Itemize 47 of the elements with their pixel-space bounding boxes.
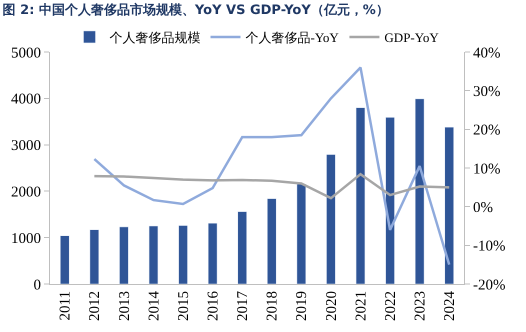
bar	[385, 117, 395, 284]
bar	[90, 229, 100, 284]
y-tick-label: 2000	[11, 184, 41, 200]
bar	[178, 225, 188, 284]
y-tick-label: 4000	[11, 92, 41, 108]
bar	[444, 126, 454, 284]
bar	[119, 226, 129, 284]
x-tick-label: 2017	[235, 290, 252, 321]
bar	[267, 198, 276, 284]
y2-tick-label: -10%	[473, 238, 506, 255]
bar	[296, 184, 306, 284]
x-tick-label: 2018	[264, 291, 281, 321]
y-tick-label: 5000	[11, 45, 41, 62]
line-series	[93, 66, 450, 266]
bar	[356, 107, 366, 284]
x-tick-label: 2019	[294, 291, 310, 321]
y2-tick-label: 20%	[473, 122, 500, 139]
y-tick-label: 3000	[11, 138, 41, 154]
x-tick-label: 2011	[58, 291, 74, 320]
bar	[60, 235, 70, 284]
chart-title: 图 2: 中国个人奢侈品市场规模、YoY VS GDP-YoY（亿元，%）	[2, 2, 389, 18]
x-tick-label: 2024	[442, 290, 458, 321]
y2-tick-label: 40%	[473, 45, 500, 62]
x-tick-label: 2023	[412, 291, 429, 321]
line-series	[93, 172, 450, 200]
bar	[208, 222, 218, 284]
bar	[414, 98, 424, 284]
x-tick-label: 2015	[176, 291, 192, 321]
x-tick-label: 2021	[353, 291, 370, 321]
bar	[326, 154, 336, 284]
y2-tick-label: -20%	[473, 277, 506, 294]
legend-label: GDP-YoY	[384, 30, 440, 46]
x-tick-label: 2012	[87, 291, 104, 321]
x-tick-label: 2013	[116, 291, 133, 321]
y2-tick-label: 30%	[473, 84, 500, 100]
bar	[238, 211, 247, 284]
bar	[148, 226, 158, 284]
y-tick-label: 0	[34, 277, 41, 294]
x-tick-label: 2016	[206, 290, 222, 321]
x-tick-label: 2020	[324, 291, 340, 321]
x-tick-label: 2022	[382, 291, 399, 321]
legend-label: 个人奢侈品-YoY	[246, 30, 340, 46]
legend-label: 个人奢侈品规模	[110, 30, 200, 46]
y-tick-label: 1000	[11, 230, 41, 247]
x-tick-label: 2014	[146, 290, 162, 321]
y2-tick-label: 10%	[473, 161, 500, 178]
y2-tick-label: 0%	[473, 200, 493, 216]
